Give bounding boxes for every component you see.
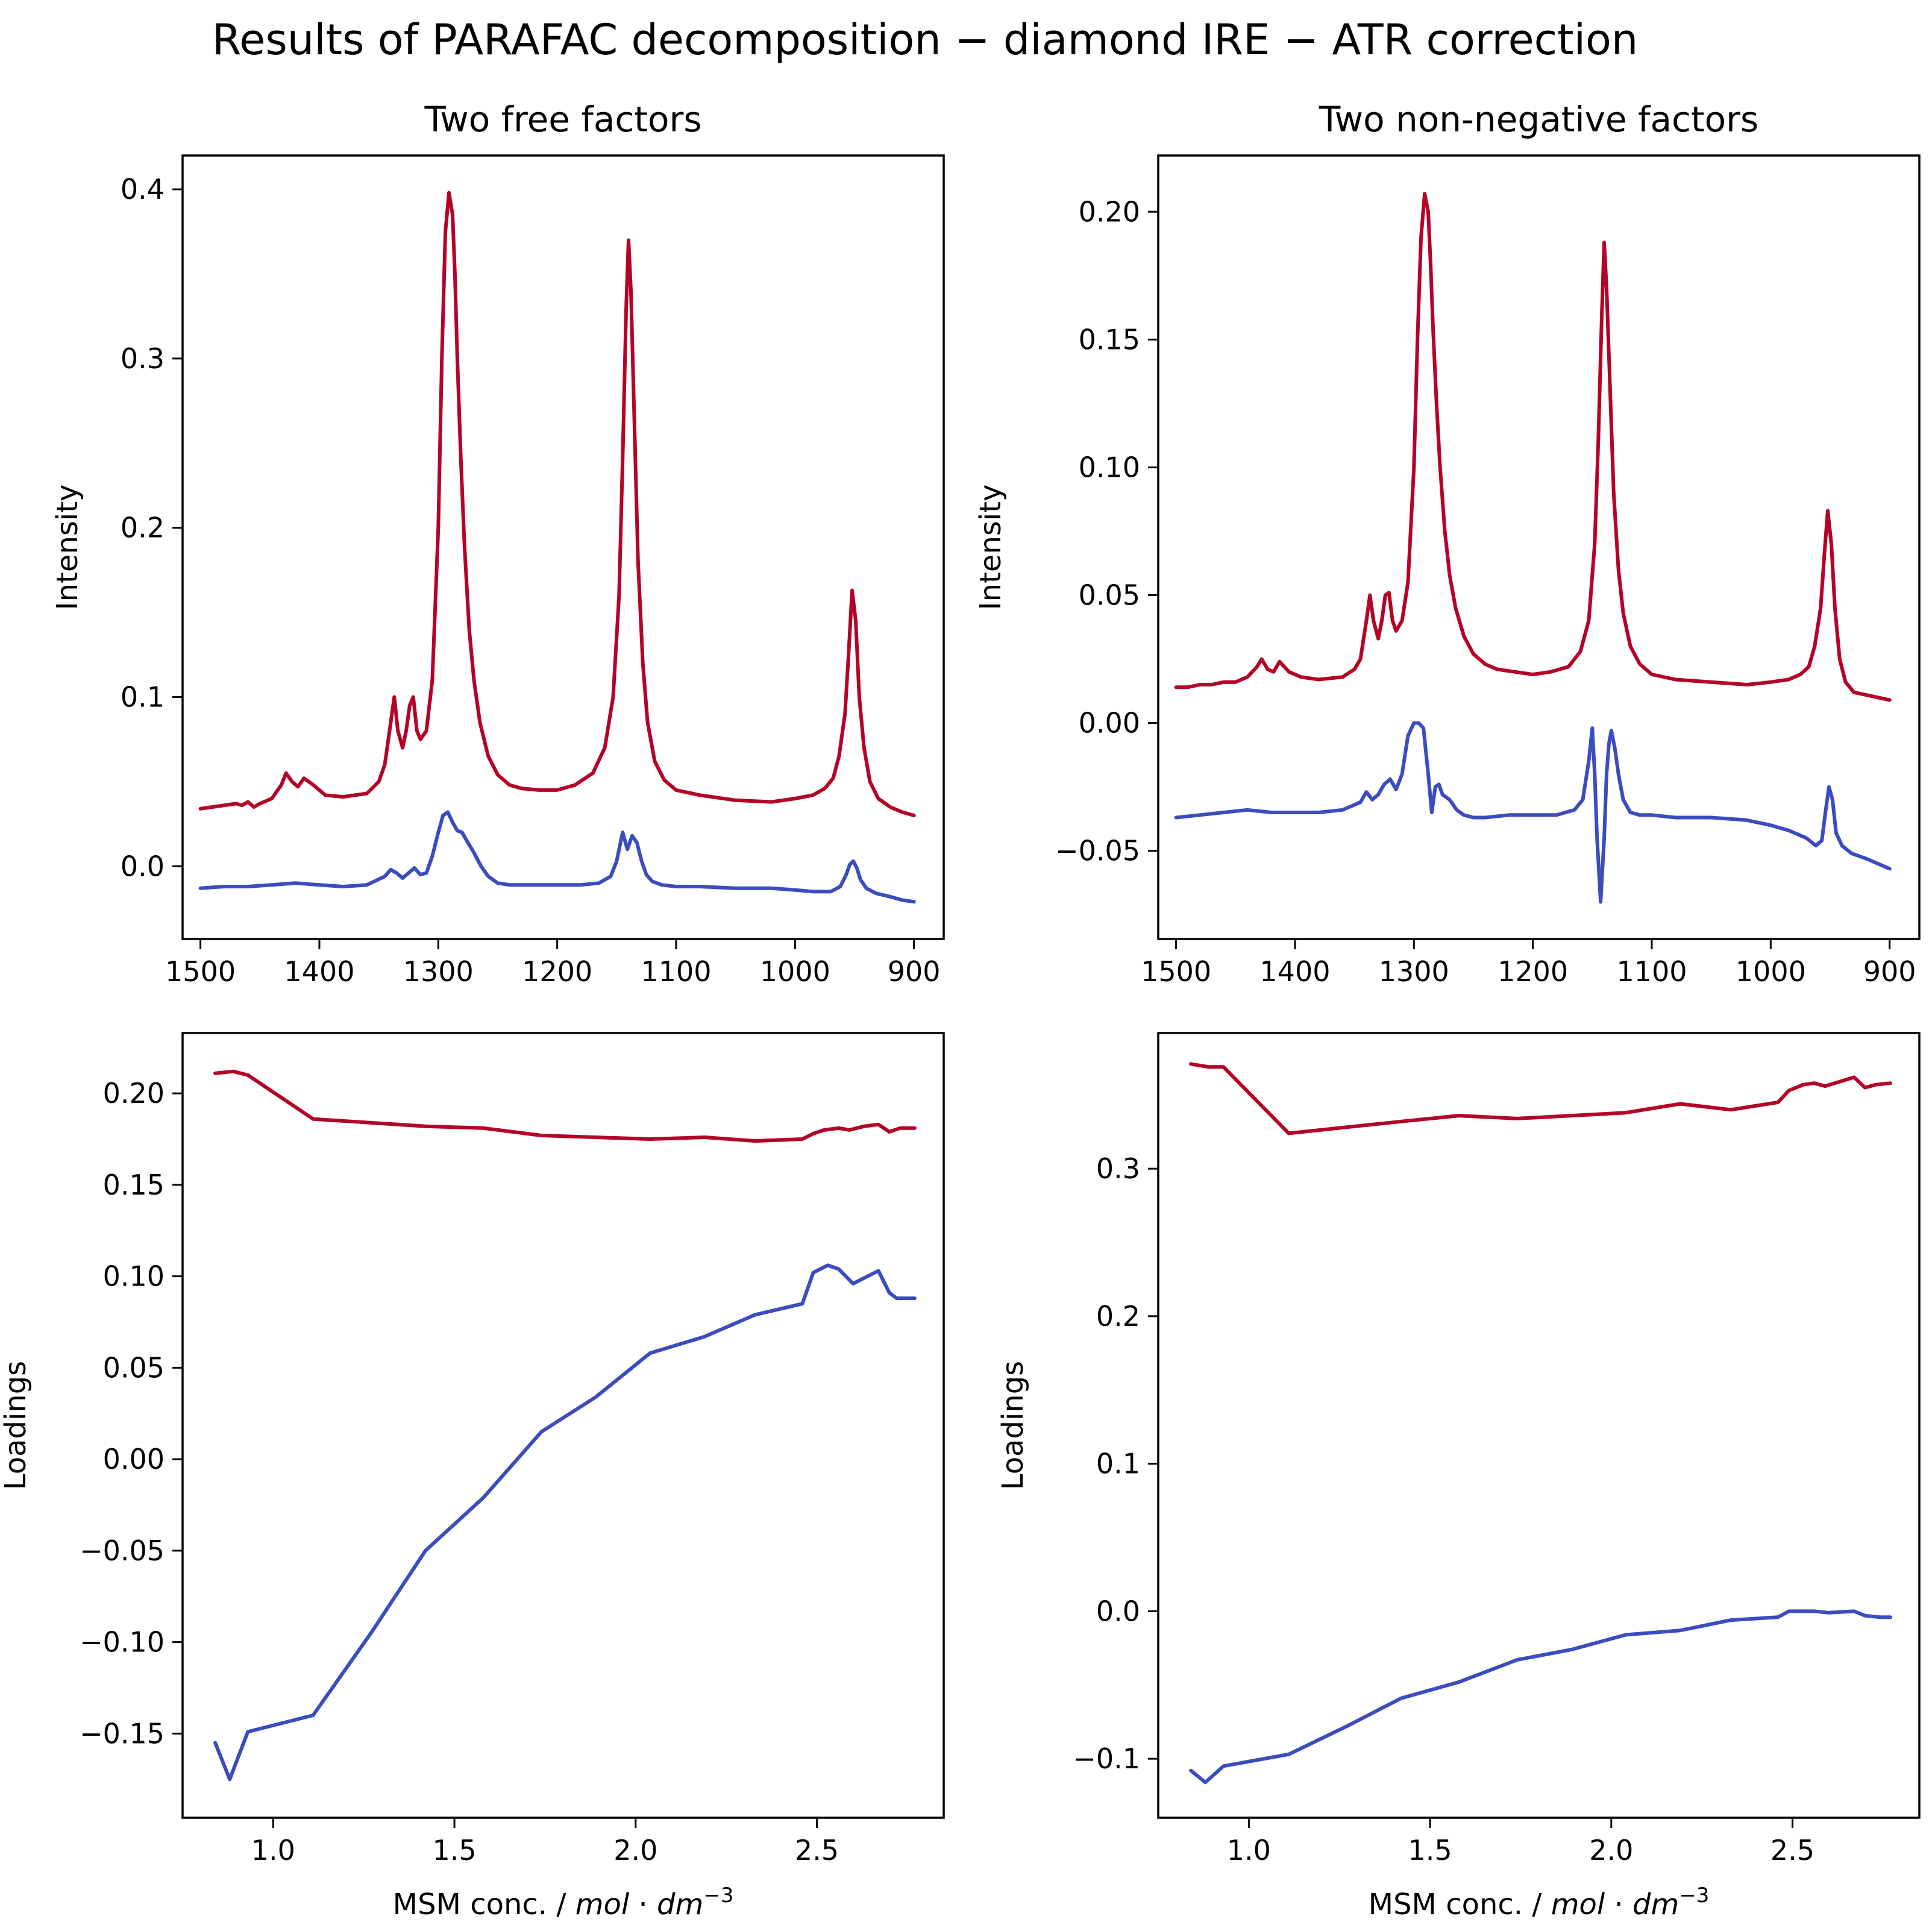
x-tick-label-tl: 1000	[760, 955, 830, 988]
x-tick-label-tl: 1200	[522, 955, 592, 988]
x-tick-label-tr: 900	[1863, 955, 1916, 988]
x-axis-label-part: −3	[1679, 1883, 1709, 1908]
x-axis-label-part: MSM conc. /	[393, 1888, 576, 1921]
series-line-tr-blue	[1174, 721, 1892, 904]
y-tick-label-bl: 0.15	[103, 1169, 165, 1201]
y-tick-label-tr: −0.05	[1055, 835, 1140, 867]
x-tick-label-br: 2.5	[1770, 1834, 1814, 1867]
y-tick-label-br: 0.3	[1096, 1152, 1140, 1185]
x-tick-label-tl: 1500	[165, 955, 236, 988]
x-axis-label-part: dm	[657, 1888, 703, 1921]
series-line-bl-red	[213, 1069, 917, 1143]
panel-title-tr: Two non-negative factors	[1319, 99, 1758, 140]
y-axis-label-br: Loadings	[996, 1361, 1030, 1490]
series-line-tl-red	[198, 190, 916, 817]
x-tick-label-bl: 2.5	[795, 1834, 839, 1867]
x-tick-label-bl: 1.5	[432, 1834, 476, 1867]
y-tick-label-bl: −0.05	[80, 1534, 165, 1567]
x-tick-label-tr: 1100	[1616, 955, 1687, 988]
series-line-tl-blue	[198, 810, 916, 904]
x-axis-label-part: mol	[1551, 1888, 1605, 1921]
y-axis-label-tl: Intensity	[51, 485, 84, 611]
x-axis-label-bl: MSM conc. / mol · dm−3	[393, 1883, 734, 1921]
plot-frame-tr	[1157, 154, 1921, 940]
x-axis-label-part: dm	[1632, 1888, 1679, 1921]
y-tick-label-bl: 0.20	[103, 1077, 165, 1110]
figure-title: Results of PARAFAC decomposition − diamo…	[212, 15, 1638, 64]
y-tick-label-tr: 0.00	[1079, 707, 1140, 740]
panel-title-tl: Two free factors	[424, 99, 701, 140]
y-tick-label-tl: 0.3	[121, 342, 165, 375]
panels: 1500 1400 1300 1200 1100 1000 900 0.0 0.1 0.2 0.3 0…	[0, 99, 1921, 1921]
x-tick-label-bl: 1.0	[251, 1834, 295, 1867]
x-tick-label-tr: 1500	[1141, 955, 1211, 988]
x-axis-label-part: −3	[703, 1883, 733, 1908]
panel-tr: 1500 1400 1300 1200 1100 1000 900 −0.05 0.00 0.05…	[974, 99, 1921, 988]
y-tick-label-br: 0.2	[1096, 1300, 1140, 1333]
x-tick-label-tr: 1200	[1498, 955, 1568, 988]
series-line-tr-red	[1174, 192, 1892, 702]
series-line-br-red	[1189, 1062, 1892, 1135]
y-tick-label-tr: 0.05	[1079, 579, 1140, 612]
x-tick-label-br: 1.5	[1408, 1834, 1452, 1867]
x-tick-label-tl: 1100	[641, 955, 711, 988]
y-tick-label-bl: 0.10	[103, 1260, 165, 1293]
x-axis-label-part: mol	[576, 1888, 630, 1921]
x-tick-label-bl: 2.0	[613, 1834, 657, 1867]
y-tick-label-bl: −0.15	[80, 1717, 165, 1750]
y-tick-label-tl: 0.2	[121, 512, 165, 544]
y-tick-label-tr: 0.10	[1079, 451, 1140, 483]
y-tick-label-bl: 0.00	[103, 1443, 165, 1475]
y-tick-label-bl: 0.05	[103, 1351, 165, 1384]
x-axis-label-br: MSM conc. / mol · dm−3	[1369, 1883, 1710, 1921]
y-tick-label-br: 0.0	[1096, 1595, 1140, 1627]
x-tick-label-tr: 1400	[1259, 955, 1330, 988]
x-axis-label-part: MSM conc. /	[1369, 1888, 1551, 1921]
y-tick-label-br: −0.1	[1073, 1742, 1140, 1775]
series-line-br-blue	[1189, 1609, 1892, 1785]
x-axis-label-part: ·	[629, 1888, 657, 1921]
x-tick-label-tr: 1300	[1379, 955, 1449, 988]
plot-frame-br	[1157, 1032, 1921, 1819]
y-tick-label-tl: 0.4	[121, 173, 165, 206]
y-tick-label-tr: 0.15	[1079, 323, 1140, 356]
y-axis-label-bl: Loadings	[0, 1361, 33, 1490]
panel-tl: 1500 1400 1300 1200 1100 1000 900 0.0 0.1 0.2 0.3 0…	[51, 99, 945, 988]
y-tick-label-tr: 0.20	[1079, 195, 1140, 228]
panel-br: 1.0 1.5 2.0 2.5 −0.1 0.0 0.1 0.2 0.3 Loadings MSM …	[996, 1032, 1921, 1921]
x-tick-label-tl: 1300	[403, 955, 474, 988]
x-tick-label-tl: 1400	[284, 955, 354, 988]
plot-frame-bl	[181, 1032, 945, 1819]
x-axis-label-part: ·	[1605, 1888, 1632, 1921]
panel-bl: 1.0 1.5 2.0 2.5 −0.15 −0.10 −0.05 0.00 0.05 0.10 0…	[0, 1032, 945, 1921]
series-line-bl-blue	[213, 1263, 917, 1782]
x-tick-label-tr: 1000	[1736, 955, 1806, 988]
y-tick-label-bl: −0.10	[80, 1626, 165, 1659]
y-tick-label-br: 0.1	[1096, 1448, 1140, 1480]
y-tick-label-tl: 0.0	[121, 850, 165, 882]
x-tick-label-br: 2.0	[1589, 1834, 1633, 1867]
plot-frame-tl	[181, 154, 945, 940]
y-tick-label-tl: 0.1	[121, 680, 165, 713]
x-tick-label-tl: 900	[888, 955, 941, 988]
y-axis-label-tr: Intensity	[974, 485, 1008, 611]
x-tick-label-br: 1.0	[1227, 1834, 1271, 1867]
